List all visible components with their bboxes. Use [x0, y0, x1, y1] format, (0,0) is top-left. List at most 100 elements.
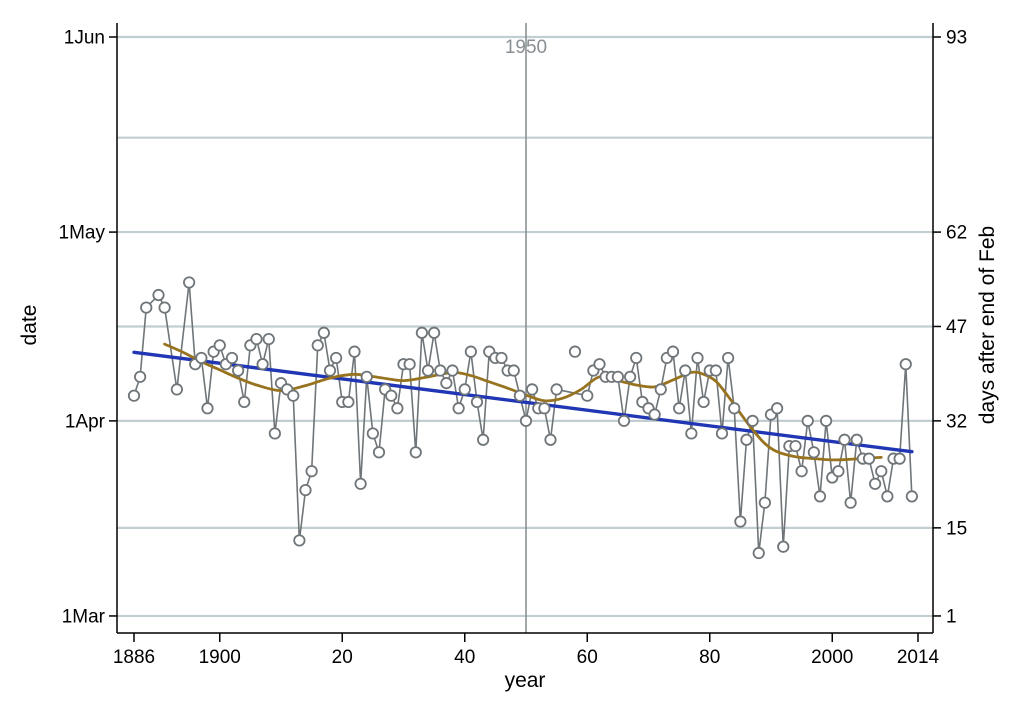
data-point-marker: [134, 370, 147, 383]
data-point-marker: [862, 452, 876, 465]
data-point-marker: [225, 351, 239, 365]
x-tick-label: 20: [332, 647, 353, 668]
data-point-marker: [470, 395, 484, 409]
data-point-marker: [838, 433, 851, 446]
data-point-marker: [875, 465, 888, 478]
data-point-marker: [820, 414, 833, 427]
data-point-marker: [170, 383, 183, 396]
data-point-marker: [477, 433, 490, 446]
y-right-tick-label: 47: [946, 317, 967, 338]
data-point-marker: [428, 326, 441, 339]
data-point-marker: [348, 345, 361, 358]
data-point-marker: [415, 326, 428, 339]
observed-markers: [127, 276, 918, 560]
data-point-marker: [195, 351, 208, 365]
data-point-marker: [722, 351, 735, 365]
x-tick-label: 60: [577, 647, 598, 668]
data-point-marker: [360, 370, 373, 383]
data-point-marker: [550, 383, 563, 396]
data-point-marker: [421, 364, 435, 377]
y-right-tick-label: 15: [946, 518, 967, 539]
data-point-marker: [238, 395, 251, 409]
data-point-marker: [709, 364, 722, 377]
data-point-marker: [458, 383, 471, 396]
data-point-marker: [526, 383, 539, 396]
data-point-marker: [305, 465, 318, 478]
x-tick-label: 1900: [199, 647, 241, 668]
series-linear-fit: [132, 350, 914, 454]
data-point-marker: [342, 395, 355, 409]
data-point-marker: [409, 446, 422, 459]
y-left-tick-label: 1Apr: [65, 411, 106, 432]
data-point-marker: [697, 395, 710, 409]
data-point-marker: [403, 358, 416, 371]
y-right-tick-label: 1: [946, 606, 957, 627]
data-point-marker: [832, 465, 845, 478]
data-point-marker: [213, 339, 226, 352]
data-point-marker: [268, 427, 281, 440]
y-left-tick-label: 1Jun: [64, 28, 105, 49]
data-point-marker: [789, 439, 802, 453]
data-point-marker: [440, 377, 453, 390]
x-axis-title: year: [504, 669, 546, 692]
data-point-marker: [201, 402, 214, 415]
data-point-marker: [630, 351, 643, 365]
data-point-marker: [728, 402, 741, 415]
data-point-marker: [679, 364, 692, 377]
data-point-marker: [127, 389, 141, 402]
data-point-marker: [366, 427, 379, 440]
data-point-marker: [899, 358, 912, 371]
data-point-marker: [385, 389, 398, 402]
data-point-marker: [624, 370, 637, 383]
data-point-marker: [434, 364, 447, 377]
data-point-marker: [752, 546, 765, 560]
data-point-marker: [771, 402, 784, 415]
data-point-marker: [795, 465, 808, 478]
data-point-marker: [905, 490, 918, 503]
data-point-marker: [152, 288, 165, 302]
data-point-marker: [691, 351, 704, 365]
x-tick-label: 2000: [811, 647, 853, 668]
data-point-marker: [507, 364, 520, 377]
axes: [116, 23, 934, 634]
data-point-marker: [801, 414, 814, 427]
data-point-marker: [452, 402, 465, 415]
data-point-marker: [844, 496, 857, 509]
data-point-marker: [740, 433, 753, 446]
y-left-tick-label: 1Mar: [62, 606, 106, 627]
y-right-tick-label: 62: [946, 223, 967, 244]
data-point-marker: [293, 534, 306, 547]
data-point-marker: [715, 427, 729, 440]
data-point-marker: [183, 276, 196, 289]
data-point-marker: [232, 364, 245, 377]
series-lowess-smooth: [163, 342, 883, 462]
data-point-marker: [673, 402, 686, 415]
data-point-marker: [746, 414, 759, 427]
data-point-marker: [372, 446, 386, 459]
data-point-marker: [495, 351, 508, 365]
data-point-marker: [654, 383, 667, 396]
data-point-marker: [807, 446, 820, 459]
data-point-marker: [323, 364, 337, 377]
data-point-marker: [685, 427, 698, 440]
data-point-marker: [262, 332, 275, 346]
x-tick-label: 40: [454, 647, 475, 668]
data-point-marker: [758, 496, 771, 509]
data-point-marker: [593, 358, 606, 371]
data-point-marker: [581, 389, 594, 402]
x-tick-label: 80: [699, 647, 720, 668]
data-point-marker: [250, 332, 263, 346]
data-point-marker: [881, 490, 894, 503]
gridlines: [117, 35, 933, 618]
data-point-marker: [611, 370, 624, 383]
data-point-marker: [317, 326, 330, 339]
y-right-tick-label: 93: [946, 28, 967, 49]
data-point-marker: [391, 402, 404, 415]
data-point-marker: [330, 351, 343, 365]
data-point-marker: [850, 433, 863, 446]
data-point-marker: [287, 389, 300, 402]
data-point-marker: [538, 402, 551, 415]
y-axis-right-title: days after end of Feb: [976, 225, 999, 425]
